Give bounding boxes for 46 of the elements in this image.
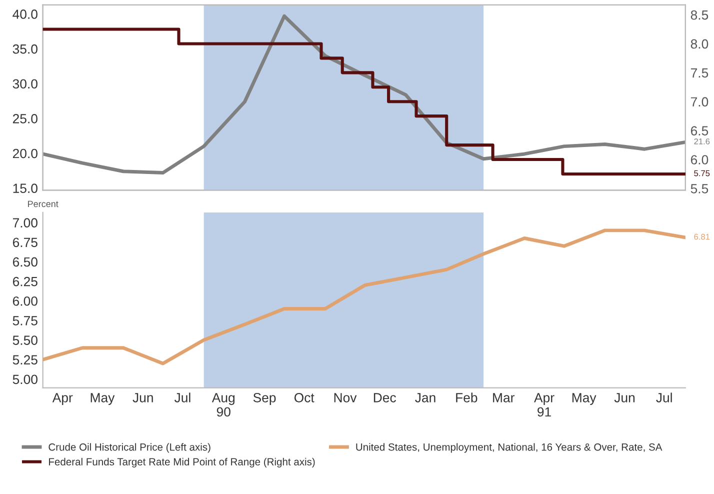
- y-tick-label: 6.75: [12, 238, 38, 248]
- x-tick-label: Feb: [456, 392, 478, 402]
- y-tick-label: 25.0: [12, 114, 38, 124]
- y2-tick-label: 8.5: [690, 10, 708, 20]
- y-tick-label: 6.50: [12, 257, 38, 267]
- data-label: 5.75: [694, 170, 710, 176]
- y-tick-label: 5.75: [12, 316, 38, 326]
- x-tick-label: Apr 91: [534, 393, 554, 417]
- x-tick-label: Oct: [294, 393, 314, 402]
- x-tick-label: Jan: [415, 393, 436, 402]
- y-axis-title: Percent: [28, 200, 58, 208]
- y-tick-label: 7.00: [12, 218, 38, 228]
- y-tick-label: 5.50: [12, 336, 38, 345]
- y-tick-label: 5.25: [12, 355, 38, 365]
- x-tick-label: May: [572, 393, 596, 405]
- y-tick-label: 35.0: [12, 44, 38, 54]
- y2-tick-label: 6.0: [690, 155, 708, 164]
- x-tick-label: Jun: [132, 393, 153, 402]
- y-tick-label: 20.0: [12, 148, 38, 158]
- y2-tick-label: 8.0: [690, 39, 708, 49]
- y-tick-label: 40.0: [12, 10, 38, 19]
- x-tick-label: Sep: [253, 393, 276, 405]
- y-tick-label: 15.0: [13, 184, 38, 194]
- y2-tick-label: 7.0: [690, 97, 708, 107]
- x-tick-label: Nov: [334, 393, 357, 402]
- y2-tick-label: 6.5: [690, 126, 708, 136]
- y-tick-label: 5.00: [12, 374, 38, 384]
- y2-tick-label: 5.5: [690, 184, 708, 194]
- x-tick-label: Jul: [656, 392, 672, 402]
- legend-label: United States, Unemployment, National, 16 Years & Over, Rate, SA: [356, 443, 662, 453]
- y2-tick-label: 7.5: [690, 68, 708, 78]
- x-tick-label: Aug 90: [212, 393, 234, 417]
- y-tick-label: 30.0: [12, 79, 38, 89]
- x-tick-label: Jul: [174, 392, 190, 402]
- legend-label: Crude Oil Historical Price (Left axis): [48, 443, 210, 453]
- line-series: [42, 228, 686, 366]
- x-tick-label: Dec: [374, 393, 396, 402]
- legend-label: Federal Funds Target Rate Mid Point of Range (Right axis): [49, 458, 315, 468]
- y-tick-label: 6.25: [12, 276, 38, 286]
- data-label: 6.81: [694, 234, 710, 240]
- x-tick-label: Jun: [614, 393, 635, 402]
- x-tick-label: Apr: [52, 393, 73, 405]
- x-tick-label: Mar: [493, 393, 514, 402]
- x-tick-label: May: [90, 393, 115, 405]
- data-label: 21.6: [694, 138, 710, 144]
- y-tick-label: 6.00: [12, 296, 38, 306]
